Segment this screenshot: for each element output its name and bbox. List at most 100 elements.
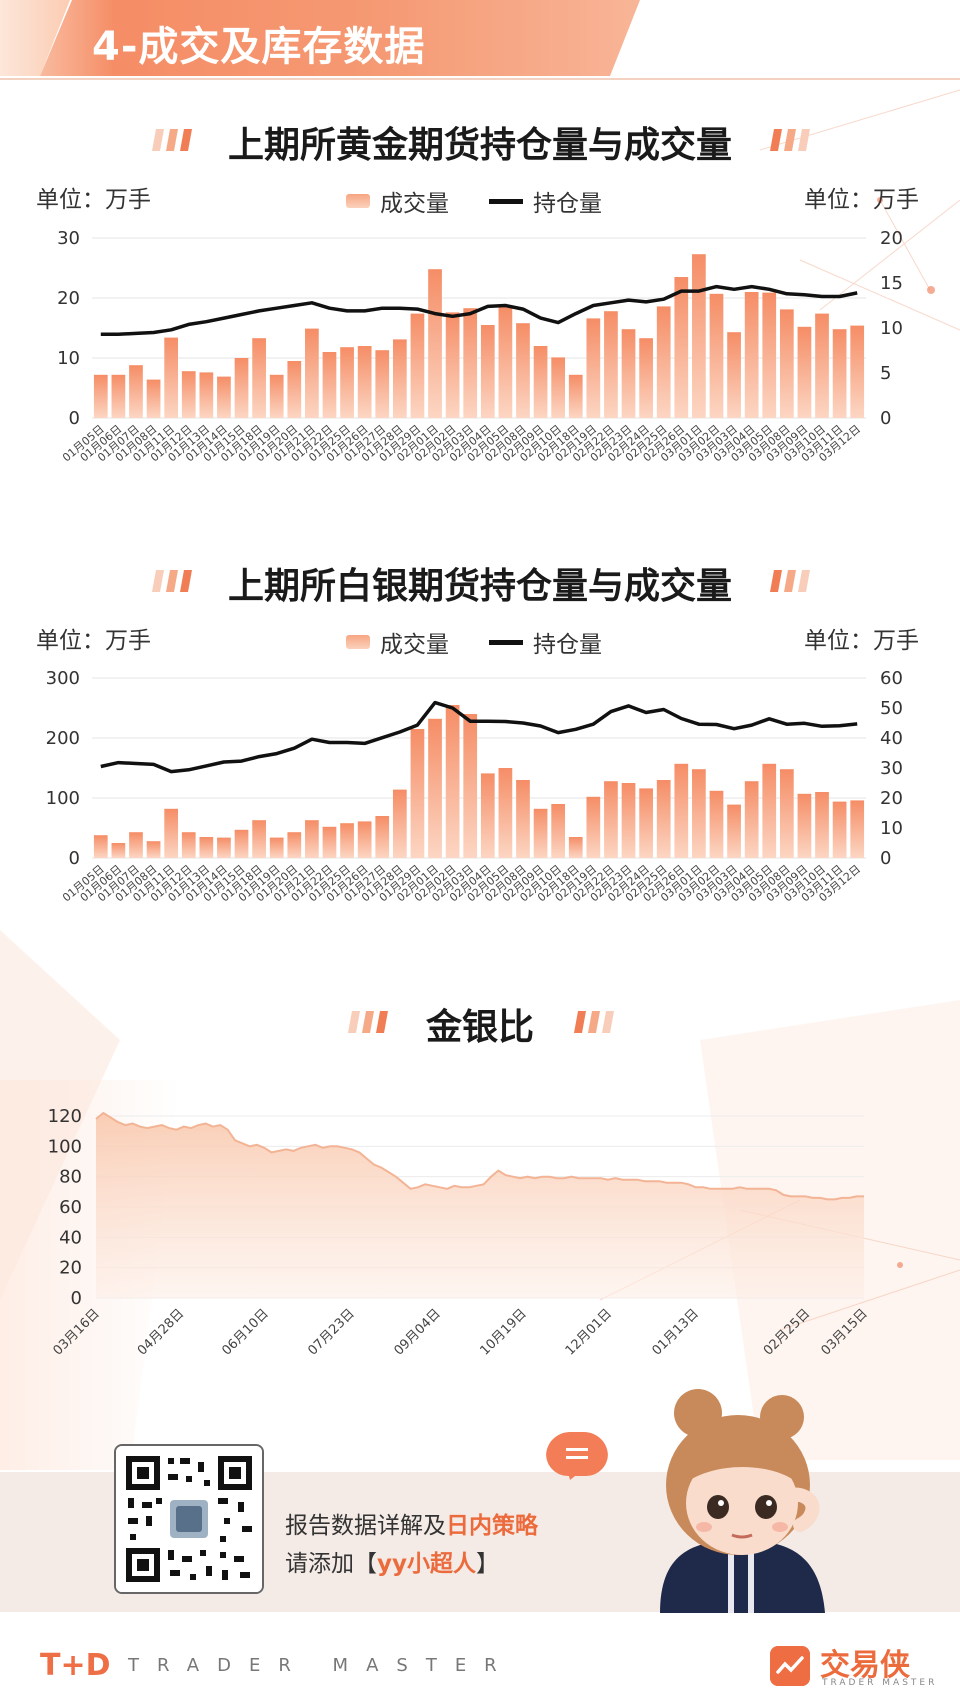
title-stripes-right <box>574 1011 614 1033</box>
bar <box>762 763 777 858</box>
bar <box>533 808 548 858</box>
bar <box>692 769 706 858</box>
bar <box>111 843 126 858</box>
chat-bubble-icon <box>546 1432 608 1480</box>
y-tick-left: 0 <box>69 408 80 429</box>
y-tick-right: 20 <box>880 228 903 249</box>
gold-unit-right: 单位：万手 <box>804 187 919 213</box>
bar <box>340 347 354 418</box>
silver-legend: 成交量 持仓量 <box>346 625 602 659</box>
bar <box>656 306 671 418</box>
bar <box>815 792 829 858</box>
bar <box>445 312 460 418</box>
bar <box>709 790 724 858</box>
title-stripes-left <box>152 570 192 592</box>
x-tick: 06月10日 <box>219 1306 271 1358</box>
bar <box>111 374 126 418</box>
y-tick: 120 <box>48 1106 82 1127</box>
promo-highlight-contact: yy小超人 <box>377 1551 476 1577</box>
bar <box>445 705 460 858</box>
legend-bar-label: 成交量 <box>380 632 449 658</box>
area-fill <box>96 1113 864 1298</box>
bar <box>392 789 407 858</box>
bar <box>516 323 530 418</box>
y-tick-left: 0 <box>69 848 80 869</box>
y-tick-right: 10 <box>880 818 903 839</box>
bar <box>129 832 143 858</box>
y-tick-right: 0 <box>880 408 891 429</box>
series-line <box>95 1111 864 1201</box>
bar <box>217 837 231 858</box>
x-tick: 01月13日 <box>649 1306 701 1358</box>
bar <box>392 339 407 418</box>
bar <box>410 313 425 418</box>
bar <box>480 773 495 858</box>
series-line <box>100 284 858 337</box>
bar <box>815 313 829 418</box>
bar <box>164 337 179 418</box>
bar <box>375 350 390 418</box>
gold-unit-left: 单位：万手 <box>36 187 151 213</box>
y-tick: 20 <box>59 1258 82 1279</box>
y-tick-right: 15 <box>880 273 903 294</box>
promo-highlight-strategy: 日内策略 <box>446 1513 538 1539</box>
bar <box>322 826 337 858</box>
qr-code-icon[interactable] <box>114 1444 264 1594</box>
legend-line-swatch <box>489 639 523 645</box>
bar <box>621 783 636 858</box>
bar <box>199 837 214 858</box>
title-stripes-right <box>770 570 810 592</box>
y-tick-right: 50 <box>880 698 903 719</box>
header-tab <box>40 0 640 76</box>
gold-legend: 成交量 持仓量 <box>346 184 602 218</box>
y-tick: 60 <box>59 1197 82 1218</box>
y-tick-right: 20 <box>880 788 903 809</box>
bar <box>850 800 865 858</box>
bar <box>551 804 566 858</box>
bar <box>234 829 249 858</box>
bar <box>727 332 741 418</box>
y-tick-left: 200 <box>46 728 80 749</box>
y-tick-right: 30 <box>880 758 903 779</box>
bar <box>832 801 847 858</box>
gold-chart: 01020300510152001月05日01月06日01月07日01月08日0… <box>57 228 903 464</box>
bar <box>498 768 513 858</box>
bar <box>305 820 319 858</box>
bar <box>199 372 214 418</box>
legend-bar-label: 成交量 <box>380 191 449 217</box>
y-tick-right: 10 <box>880 318 903 339</box>
y-tick-left: 300 <box>46 668 80 689</box>
bar <box>269 837 284 858</box>
silver-unit-right: 单位：万手 <box>804 628 919 654</box>
bar <box>375 816 390 858</box>
bar <box>181 832 196 858</box>
bar <box>93 835 108 858</box>
bar <box>410 729 425 858</box>
legend-bar-swatch <box>346 635 370 649</box>
brand-logo-icon <box>770 1646 810 1686</box>
y-tick-left: 20 <box>57 288 80 309</box>
legend-line-label: 持仓量 <box>533 191 602 217</box>
bar <box>762 292 777 418</box>
x-tick: 07月23日 <box>305 1306 357 1358</box>
bar <box>463 308 478 418</box>
x-tick: 10月19日 <box>477 1306 529 1358</box>
bar <box>744 781 759 858</box>
bar <box>340 823 354 858</box>
ratio-chart-title: 金银比 <box>425 1007 534 1048</box>
bar <box>269 374 284 418</box>
bar <box>779 769 794 858</box>
bar <box>217 376 231 418</box>
gold-chart-title: 上期所黄金期货持仓量与成交量 <box>227 125 732 166</box>
y-tick: 0 <box>71 1288 82 1309</box>
x-tick: 09月04日 <box>391 1306 443 1358</box>
title-stripes-left <box>348 1011 388 1033</box>
promo-line-1: 报告数据详解及日内策略 <box>285 1513 538 1539</box>
promo-line-2: 请添加【yy小超人】 <box>285 1551 499 1577</box>
bar <box>674 763 689 858</box>
legend-line-swatch <box>489 198 523 204</box>
y-tick-right: 60 <box>880 668 903 689</box>
bar <box>234 358 249 418</box>
bar <box>428 269 442 418</box>
bar <box>287 832 302 858</box>
